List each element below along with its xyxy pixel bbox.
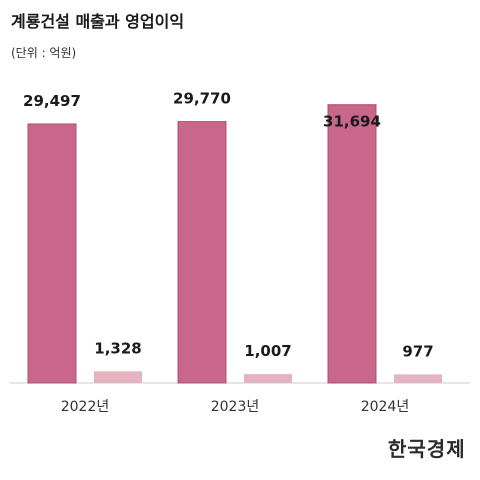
profit-value-label-3: 977 [402,342,433,360]
unit-label: (단위 : 억원) [11,46,77,60]
category-label-1: 2022년 [61,399,110,415]
profit-bar-2 [244,374,292,383]
profit-bar-1 [94,371,142,383]
revenue-value-label-3: 31,694 [323,113,381,131]
revenue-bar-3 [327,104,377,384]
profit-value-label-2: 1,007 [244,342,291,360]
revenue-value-label-1: 29,497 [23,92,81,110]
revenue-value-label-2: 29,770 [173,90,231,108]
revenue-bar-2 [177,121,227,384]
brand-logo: 한국경제 [388,437,466,461]
profit-bar-3 [394,374,442,383]
revenue-bar-1 [27,123,77,384]
chart-title: 계룡건설 매출과 영업이익 [11,12,185,31]
profit-value-label-1: 1,328 [94,339,141,357]
category-label-3: 2024년 [361,399,410,415]
category-label-2: 2023년 [211,399,260,415]
